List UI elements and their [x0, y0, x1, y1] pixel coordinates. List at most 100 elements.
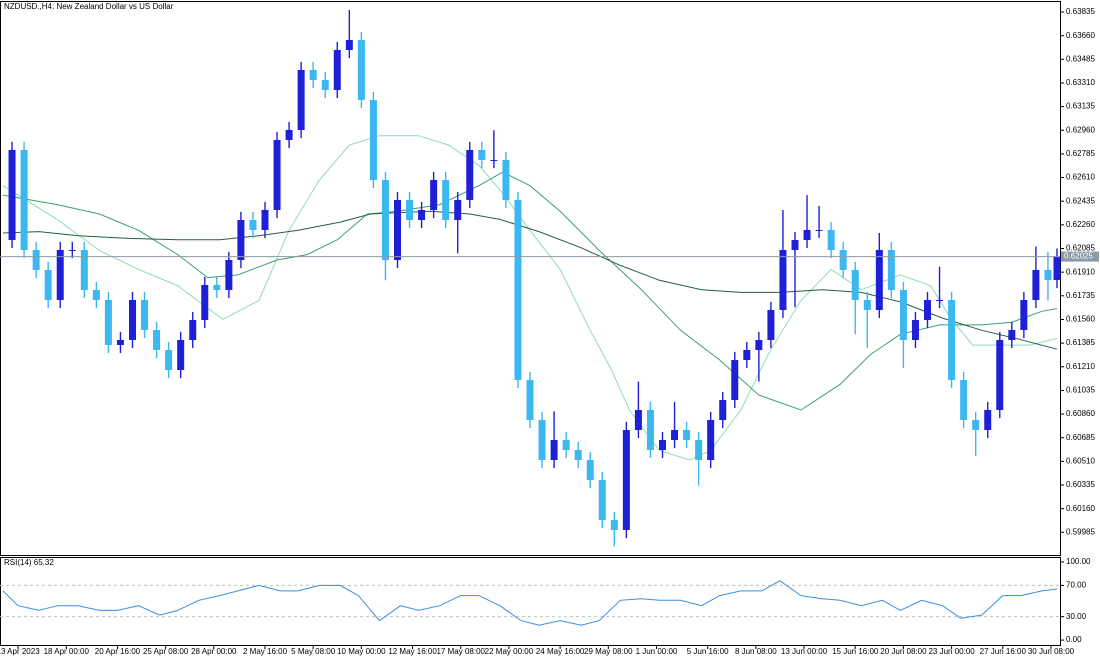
- candle-body: [767, 309, 775, 340]
- candle-body: [839, 249, 847, 270]
- y-tick-label: 0.61910: [1066, 267, 1095, 276]
- candle-body: [574, 449, 582, 460]
- candle-body: [153, 329, 161, 350]
- candle-body: [815, 229, 823, 231]
- y-tick-label: 0.61385: [1066, 338, 1095, 347]
- y-tick-label: 0.61560: [1066, 315, 1095, 324]
- candle-body: [936, 299, 944, 301]
- y-tick-label: 0.00: [1066, 635, 1082, 644]
- y-tick-label: 0.62260: [1066, 220, 1095, 229]
- candle-body: [92, 289, 100, 300]
- x-tick-label: 12 May 16:00: [388, 647, 437, 656]
- candle-body: [996, 339, 1004, 410]
- y-tick-label: 0.63485: [1066, 54, 1095, 63]
- candle-body: [972, 419, 980, 430]
- candle-body: [249, 219, 257, 230]
- candle-body: [454, 199, 462, 220]
- y-tick-label: 0.62960: [1066, 125, 1095, 134]
- y-tick-label: 0.63310: [1066, 78, 1095, 87]
- candle-body: [827, 229, 835, 250]
- candle-body: [357, 39, 365, 100]
- y-tick-label: 0.62785: [1066, 149, 1095, 158]
- candle-body: [1053, 256, 1061, 280]
- candle-body: [104, 299, 112, 345]
- candle-body: [189, 319, 197, 340]
- candle-body: [490, 159, 498, 161]
- candle-body: [526, 379, 534, 420]
- y-tick-label: 100.00: [1066, 557, 1091, 566]
- candle-body: [562, 439, 570, 450]
- candle-body: [56, 249, 64, 300]
- rsi-line: [2, 580, 1058, 626]
- candle-body: [418, 209, 426, 220]
- candle-body: [116, 339, 124, 345]
- candle-body: [44, 269, 52, 300]
- x-tick-label: 20 Apr 16:00: [95, 647, 141, 656]
- y-tick-label: 0.60160: [1066, 504, 1095, 513]
- candle-body: [646, 409, 654, 450]
- y-tick-label: 0.60860: [1066, 409, 1095, 418]
- candle-body: [610, 519, 618, 530]
- candle-body: [1020, 299, 1028, 330]
- candle-body: [466, 149, 474, 200]
- candle-body: [1044, 269, 1052, 280]
- candle-body: [960, 379, 968, 420]
- candle-body: [225, 259, 233, 290]
- candle-body: [129, 299, 136, 340]
- candle-body: [695, 439, 703, 460]
- candle-body: [948, 299, 956, 380]
- candle-body: [671, 429, 679, 440]
- candle-body: [285, 129, 293, 140]
- candle-body: [731, 359, 739, 400]
- candle-body: [924, 299, 931, 320]
- candle-body: [8, 149, 16, 240]
- x-tick-label: 30 Jun 08:00: [1028, 647, 1075, 656]
- y-tick-label: 0.61035: [1066, 386, 1095, 395]
- x-tick-label: 22 May 00:00: [485, 647, 534, 656]
- candle-body: [586, 459, 594, 480]
- current-price-label: 0.62025: [1064, 252, 1093, 261]
- y-tick-label: 0.60335: [1066, 480, 1095, 489]
- candle-body: [345, 39, 353, 50]
- candle-body: [984, 409, 992, 430]
- moving-average: [2, 135, 1058, 461]
- main-panel: [0, 1, 1061, 556]
- chart-title: NZDUSD.,H4: New Zealand Dollar vs US Dol…: [4, 2, 174, 11]
- rsi-title: RSI(14) 65.32: [4, 558, 54, 567]
- y-tick-label: 30.00: [1066, 612, 1087, 621]
- candle-body: [478, 149, 486, 160]
- candle-body: [538, 419, 546, 460]
- y-tick-label: 0.62610: [1066, 173, 1095, 182]
- x-tick-label: 27 Jun 16:00: [980, 647, 1027, 656]
- candle-body: [514, 199, 522, 380]
- x-tick-label: 29 May 08:00: [584, 647, 633, 656]
- x-tick-label: 23 Jun 00:00: [928, 647, 975, 656]
- y-tick-label: 0.61210: [1066, 362, 1095, 371]
- x-tick-label: 20 Jun 08:00: [880, 647, 927, 656]
- candle-body: [141, 299, 149, 330]
- candle-body: [20, 149, 28, 250]
- candle-body: [333, 49, 341, 90]
- candle-body: [177, 339, 185, 370]
- x-tick-label: 1 Jun 00:00: [636, 647, 678, 656]
- candle-body: [68, 249, 76, 251]
- candle-body: [165, 349, 173, 370]
- candle-body: [875, 249, 883, 310]
- candle-body: [394, 199, 401, 260]
- candle-body: [32, 249, 40, 270]
- y-tick-label: 0.60685: [1066, 433, 1095, 442]
- rsi-panel: [0, 557, 1061, 646]
- candle-body: [755, 339, 763, 350]
- candle-body: [237, 219, 245, 260]
- candle-body: [442, 179, 450, 220]
- y-tick-label: 0.63835: [1066, 7, 1095, 16]
- y-tick-label: 0.62085: [1066, 244, 1095, 253]
- x-tick-label: 15 Jun 16:00: [832, 647, 879, 656]
- moving-average: [2, 210, 1058, 350]
- candle-body: [791, 239, 799, 250]
- candle-body: [887, 249, 895, 290]
- candle-body: [598, 479, 606, 520]
- y-tick-label: 0.60510: [1066, 456, 1095, 465]
- candle-body: [863, 299, 871, 310]
